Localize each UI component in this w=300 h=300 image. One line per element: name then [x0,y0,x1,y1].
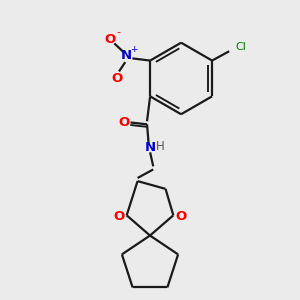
Text: N: N [145,141,156,154]
Text: O: O [114,210,125,223]
Text: N: N [121,50,132,62]
Text: Cl: Cl [236,42,246,52]
Text: O: O [119,116,130,129]
Text: H: H [156,140,165,153]
Text: O: O [112,72,123,85]
Text: +: + [130,45,137,54]
Text: -: - [116,28,120,38]
Text: O: O [175,210,186,223]
Text: O: O [104,33,115,46]
